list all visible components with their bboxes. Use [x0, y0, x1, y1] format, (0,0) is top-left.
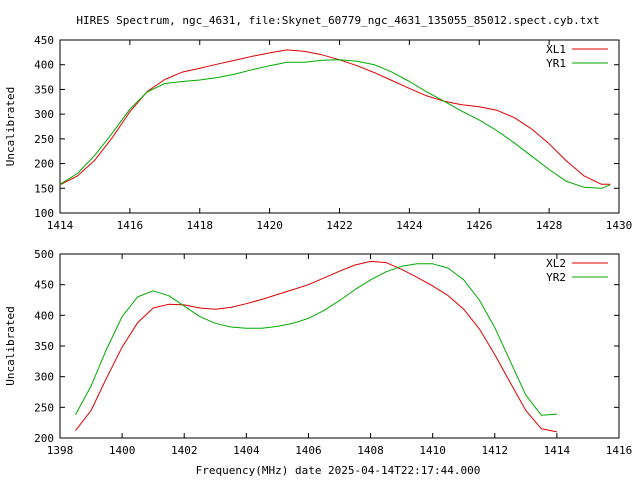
legend-label: XL1	[546, 43, 566, 56]
y-tick-label: 300	[34, 371, 54, 384]
x-tick-label: 1430	[606, 219, 633, 232]
x-tick-label: 1422	[326, 219, 353, 232]
legend-label: YR2	[546, 271, 566, 284]
y-tick-label: 350	[34, 340, 54, 353]
series-line-yr2	[75, 263, 557, 416]
x-tick-label: 1414	[544, 444, 571, 457]
x-tick-label: 1428	[536, 219, 563, 232]
series-line-yr1	[59, 59, 611, 189]
plot-frame	[59, 253, 620, 439]
y-tick-label: 200	[34, 432, 54, 445]
x-tick-label: 1416	[606, 444, 633, 457]
lower-panel: 1398 1400 1402 1404 1406 1408 1410 1412 1414 1416…	[4, 248, 632, 457]
x-tick-label: 1402	[171, 444, 198, 457]
x-axis-label: Frequency(MHz) date 2025-04-14T22:17:44.…	[196, 464, 481, 477]
y-tick-label: 300	[34, 108, 54, 121]
x-tick-label: 1398	[47, 444, 74, 457]
x-tick-label: 1408	[357, 444, 384, 457]
y-tick-label: 150	[34, 182, 54, 195]
x-tick-label: 1424	[396, 219, 423, 232]
y-tick-label: 250	[34, 133, 54, 146]
x-tick-label: 1414	[47, 219, 74, 232]
series-line-xl2	[75, 260, 557, 433]
y-axis-label: Uncalibrated	[4, 306, 17, 385]
y-tick-label: 250	[34, 401, 54, 414]
y-tick-label: 400	[34, 309, 54, 322]
y-tick-label: 350	[34, 83, 54, 96]
series-line-xl1	[59, 49, 611, 186]
x-tick-label: 1404	[233, 444, 260, 457]
x-tick-label: 1420	[256, 219, 283, 232]
chart-title: HIRES Spectrum, ngc_4631, file:Skynet_60…	[76, 14, 599, 27]
y-tick-label: 400	[34, 59, 54, 72]
legend-label: YR1	[546, 57, 566, 70]
x-tick-label: 1410	[419, 444, 446, 457]
plot-frame	[59, 39, 620, 214]
legend-label: XL2	[546, 257, 566, 270]
y-tick-label: 450	[34, 34, 54, 47]
y-tick-label: 500	[34, 248, 54, 261]
x-tick-label: 1416	[117, 219, 144, 232]
x-tick-label: 1412	[482, 444, 509, 457]
x-tick-label: 1426	[466, 219, 493, 232]
y-tick-label: 200	[34, 158, 54, 171]
x-tick-label: 1406	[295, 444, 322, 457]
upper-panel: 1414 1416 1418 1420 1422 1424 1426 1428 1430 100 1…	[4, 34, 632, 232]
x-tick-label: 1400	[109, 444, 136, 457]
x-tick-label: 1418	[187, 219, 214, 232]
y-tick-label: 450	[34, 279, 54, 292]
y-axis-label: Uncalibrated	[4, 87, 17, 166]
y-tick-label: 100	[34, 207, 54, 220]
